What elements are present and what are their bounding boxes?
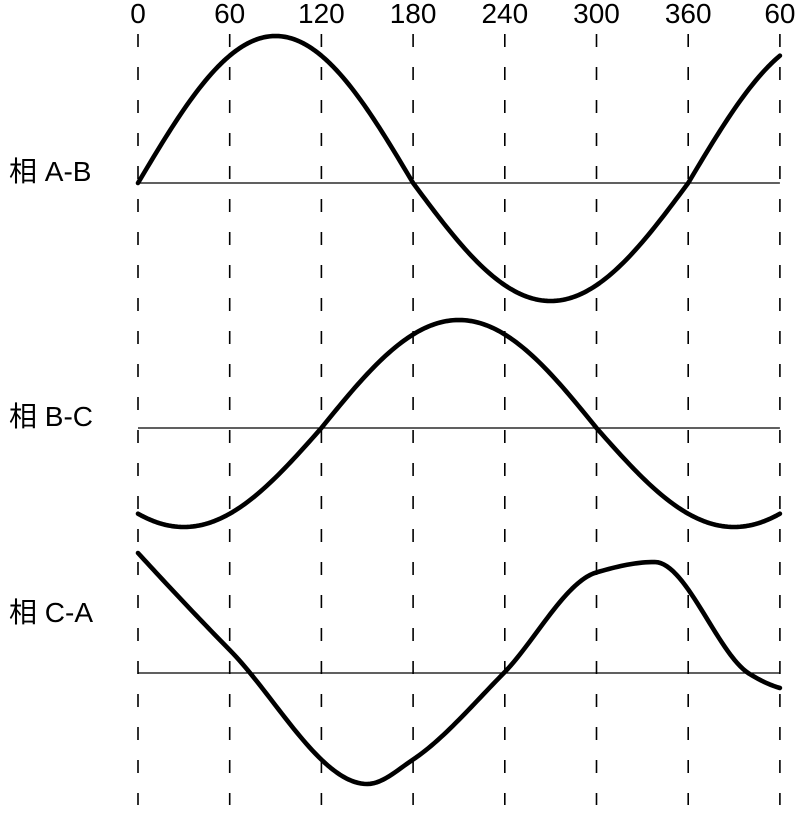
svg-text:360: 360 bbox=[665, 0, 712, 29]
svg-text:240: 240 bbox=[481, 0, 528, 29]
svg-text:相 C-A: 相 C-A bbox=[9, 597, 93, 628]
svg-text:60: 60 bbox=[764, 0, 795, 29]
svg-text:相 A-B: 相 A-B bbox=[9, 156, 91, 187]
svg-text:相 B-C: 相 B-C bbox=[9, 401, 93, 432]
svg-text:0: 0 bbox=[130, 0, 146, 29]
svg-text:120: 120 bbox=[298, 0, 345, 29]
svg-text:300: 300 bbox=[573, 0, 620, 29]
svg-text:60: 60 bbox=[214, 0, 245, 29]
svg-text:180: 180 bbox=[390, 0, 437, 29]
